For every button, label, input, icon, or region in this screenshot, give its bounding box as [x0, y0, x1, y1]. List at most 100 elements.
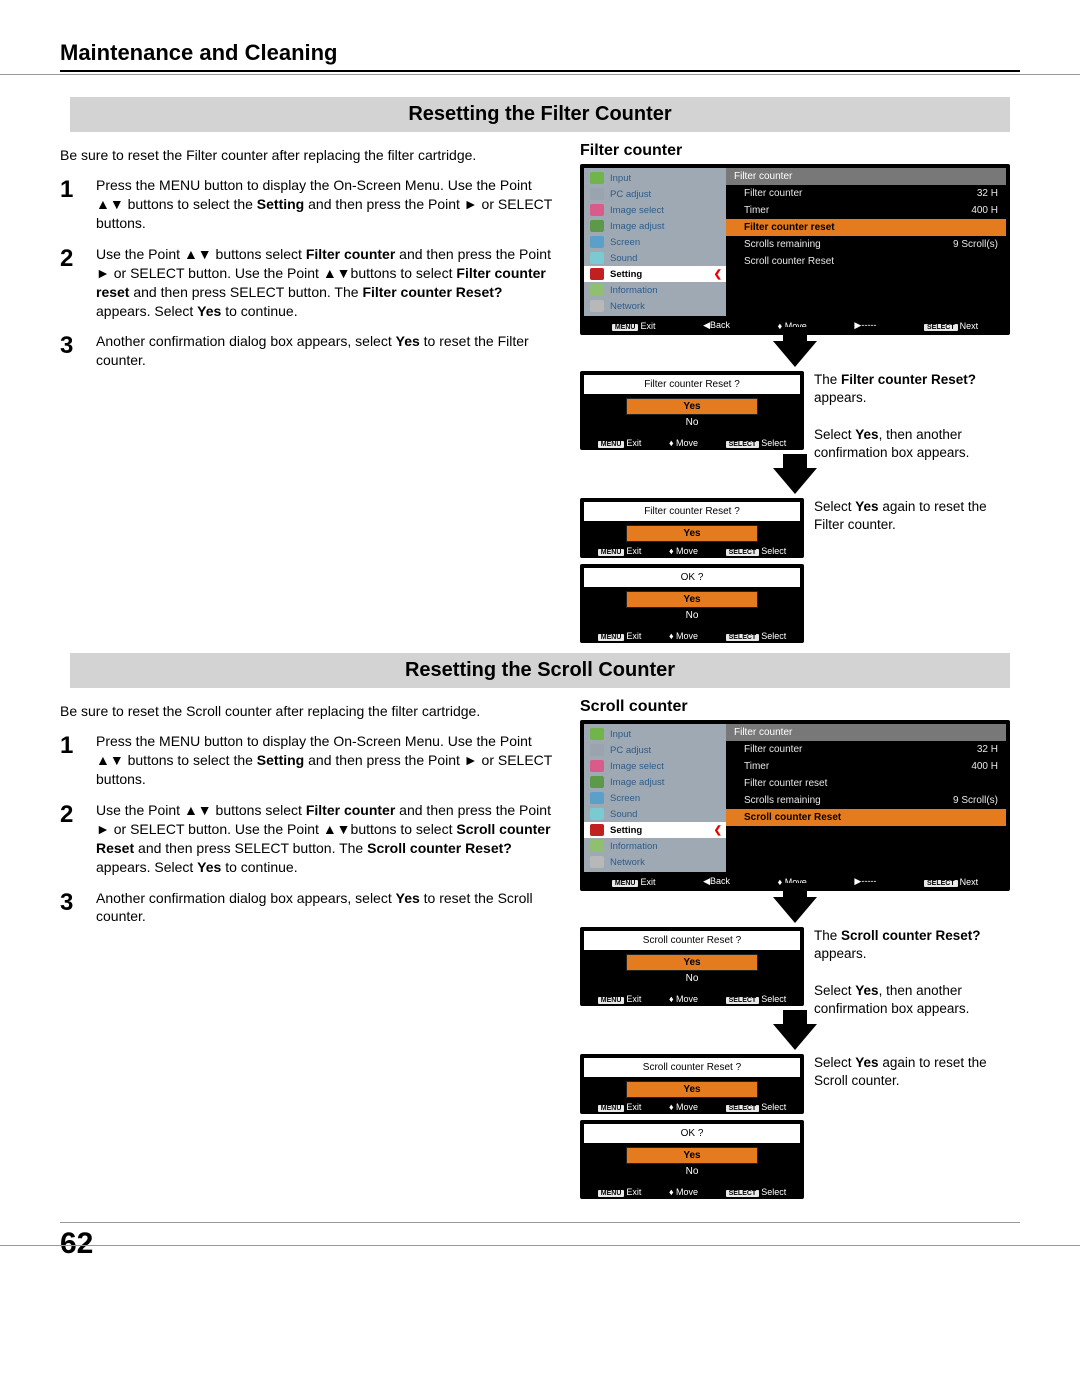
menu-icon [590, 840, 604, 852]
caption: The Filter counter Reset? appears.Select… [814, 371, 1020, 462]
osd-menu-item[interactable]: Information [584, 282, 726, 298]
osd-menu-item[interactable]: Image adjust [584, 774, 726, 790]
osd-menu-item[interactable]: Image adjust [584, 218, 726, 234]
dialog-option[interactable]: Yes [626, 591, 758, 608]
menu-icon [590, 824, 604, 836]
caption: Select Yes again to reset the Filter cou… [814, 498, 1020, 534]
menu-icon [590, 252, 604, 264]
dialog-option[interactable]: No [580, 608, 804, 623]
menu-icon [590, 284, 604, 296]
osd-footer: MENUExit♦ MoveSELECTSelect [580, 990, 804, 1006]
osd-menu-item[interactable]: Setting [584, 266, 726, 282]
osd-panel-line[interactable]: Scroll counter Reset [726, 253, 1006, 270]
dialog-option[interactable]: Yes [626, 1147, 758, 1164]
dialog-option[interactable]: Yes [626, 525, 758, 542]
osd-screenshot: Input PC adjust Image select Image adjus… [580, 720, 1010, 891]
confirm-dialog: Filter counter Reset ? Yes MENUExit♦ Mov… [580, 498, 804, 558]
dialog-option[interactable]: No [580, 415, 804, 430]
osd-panel-line[interactable]: Scroll counter Reset [726, 809, 1006, 826]
step-body: Another confirmation dialog box appears,… [96, 889, 556, 927]
step-body: Use the Point ▲▼ buttons select Filter c… [96, 801, 556, 877]
osd-menu: Input PC adjust Image select Image adjus… [584, 168, 726, 316]
step-number: 3 [60, 889, 86, 927]
step-body: Press the MENU button to display the On-… [96, 176, 556, 233]
step: 2 Use the Point ▲▼ buttons select Filter… [60, 245, 556, 321]
menu-icon [590, 760, 604, 772]
osd-panel: Filter counter Filter counter32 H Timer4… [726, 168, 1006, 316]
osd-menu-item[interactable]: Network [584, 854, 726, 870]
step: 1 Press the MENU button to display the O… [60, 176, 556, 233]
osd-menu-item[interactable]: Sound [584, 806, 726, 822]
page-number: 62 [60, 1222, 1020, 1261]
menu-icon [590, 268, 604, 280]
down-arrow-icon [773, 897, 817, 923]
osd-menu-item[interactable]: Input [584, 726, 726, 742]
dialog-option[interactable]: Yes [626, 954, 758, 971]
confirm-dialog: Filter counter Reset ? YesNo MENUExit♦ M… [580, 371, 804, 450]
dialog-title: Filter counter Reset ? [584, 375, 800, 394]
step-number: 1 [60, 176, 86, 233]
step: 2 Use the Point ▲▼ buttons select Filter… [60, 801, 556, 877]
intro-text: Be sure to reset the Scroll counter afte… [60, 702, 556, 720]
dialog-option[interactable]: Yes [626, 398, 758, 415]
menu-icon [590, 808, 604, 820]
menu-icon [590, 300, 604, 312]
intro-text: Be sure to reset the Filter counter afte… [60, 146, 556, 164]
osd-menu-item[interactable]: Screen [584, 234, 726, 250]
osd-panel-line[interactable]: Filter counter reset [726, 219, 1006, 236]
step-body: Press the MENU button to display the On-… [96, 732, 556, 789]
dialog-title: Scroll counter Reset ? [584, 1058, 800, 1077]
osd-menu-item[interactable]: PC adjust [584, 186, 726, 202]
down-arrow-icon [773, 341, 817, 367]
osd-menu-item[interactable]: Image select [584, 758, 726, 774]
osd-footer: MENUExit♦ MoveSELECTSelect [580, 1183, 804, 1199]
osd-panel: Filter counter Filter counter32 H Timer4… [726, 724, 1006, 872]
osd-panel-header: Filter counter [726, 724, 1006, 741]
osd-footer: MENUExit♦ MoveSELECTSelect [580, 1098, 804, 1114]
confirm-dialog: Scroll counter Reset ? Yes MENUExit♦ Mov… [580, 1054, 804, 1114]
osd-menu-item[interactable]: Input [584, 170, 726, 186]
step-body: Another confirmation dialog box appears,… [96, 332, 556, 370]
osd-menu-item[interactable]: Image select [584, 202, 726, 218]
menu-icon [590, 776, 604, 788]
osd-screenshot: Input PC adjust Image select Image adjus… [580, 164, 1010, 335]
menu-icon [590, 188, 604, 200]
dialog-title: OK ? [584, 568, 800, 587]
osd-menu-item[interactable]: Screen [584, 790, 726, 806]
step: 3 Another confirmation dialog box appear… [60, 332, 556, 370]
osd-panel-line[interactable]: Scrolls remaining9 Scroll(s) [726, 236, 1006, 253]
osd-panel-line[interactable]: Filter counter reset [726, 775, 1006, 792]
step-number: 2 [60, 801, 86, 877]
step-number: 1 [60, 732, 86, 789]
osd-panel-line[interactable]: Timer400 H [726, 202, 1006, 219]
osd-panel-line[interactable]: Filter counter32 H [726, 185, 1006, 202]
osd-menu: Input PC adjust Image select Image adjus… [584, 724, 726, 872]
page-title: Maintenance and Cleaning [60, 40, 1020, 72]
sub-title: Scroll counter [580, 698, 1020, 716]
osd-menu-item[interactable]: Network [584, 298, 726, 314]
osd-menu-item[interactable]: PC adjust [584, 742, 726, 758]
confirm-dialog: OK ? YesNo MENUExit♦ MoveSELECTSelect [580, 1120, 804, 1199]
menu-icon [590, 728, 604, 740]
menu-icon [590, 856, 604, 868]
osd-footer: MENUExit♦ MoveSELECTSelect [580, 627, 804, 643]
dialog-option[interactable]: No [580, 1164, 804, 1179]
section-heading: Resetting the Filter Counter [70, 97, 1010, 132]
down-arrow-icon [773, 468, 817, 494]
dialog-option[interactable]: Yes [626, 1081, 758, 1098]
section-heading: Resetting the Scroll Counter [70, 653, 1010, 688]
osd-panel-line[interactable]: Scrolls remaining9 Scroll(s) [726, 792, 1006, 809]
menu-icon [590, 204, 604, 216]
dialog-option[interactable]: No [580, 971, 804, 986]
osd-panel-line[interactable]: Timer400 H [726, 758, 1006, 775]
osd-menu-item[interactable]: Sound [584, 250, 726, 266]
osd-panel-header: Filter counter [726, 168, 1006, 185]
osd-menu-item[interactable]: Information [584, 838, 726, 854]
osd-menu-item[interactable]: Setting [584, 822, 726, 838]
down-arrow-icon [773, 1024, 817, 1050]
confirm-dialog: Scroll counter Reset ? YesNo MENUExit♦ M… [580, 927, 804, 1006]
osd-panel-line[interactable]: Filter counter32 H [726, 741, 1006, 758]
step-number: 3 [60, 332, 86, 370]
dialog-title: Scroll counter Reset ? [584, 931, 800, 950]
sub-title: Filter counter [580, 142, 1020, 160]
